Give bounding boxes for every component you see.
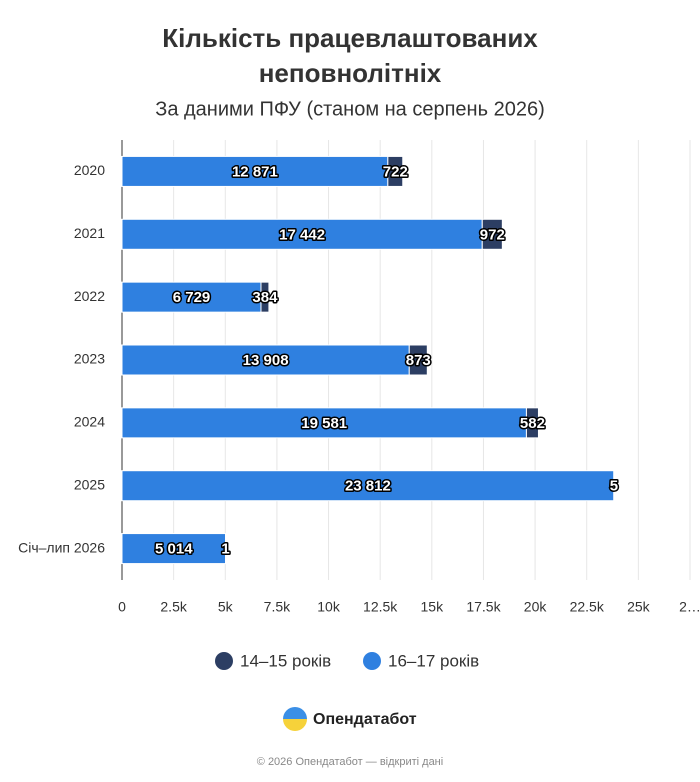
bar-segment — [121, 407, 527, 439]
x-tick-label: 25k — [627, 599, 651, 615]
legend-marker — [215, 652, 233, 670]
y-tick-label: 2025 — [74, 476, 105, 492]
brand-logo — [283, 707, 307, 731]
y-tick-label: 2021 — [74, 225, 105, 241]
data-label: 17 442 — [279, 226, 325, 243]
x-tick-label: 0 — [118, 599, 126, 615]
legend-marker — [363, 652, 381, 670]
legend-label: 14–15 років — [240, 651, 331, 670]
chart-subtitle: За даними ПФУ (станом на серпень 2026) — [155, 98, 544, 120]
x-tick-label: 5k — [218, 599, 234, 615]
data-label: 19 581 — [301, 415, 347, 432]
y-tick-label: 2024 — [74, 414, 105, 430]
x-tick-label: 2… — [679, 599, 700, 615]
data-label: 582 — [520, 415, 545, 432]
chart-title: Кількість працевлаштованих — [162, 23, 538, 53]
bar-segment — [481, 218, 503, 250]
bar-segment — [387, 155, 404, 187]
bar-segment — [121, 533, 227, 565]
x-tick-label: 10k — [317, 599, 341, 615]
data-label: 5 014 — [155, 541, 193, 558]
x-tick-label: 12.5k — [363, 599, 398, 615]
bar-segment — [121, 470, 615, 502]
bar-segment — [121, 344, 410, 376]
x-tick-label: 20k — [524, 599, 548, 615]
data-label: 5 — [610, 478, 618, 495]
data-label: 722 — [383, 163, 408, 180]
brand: Опендатабот — [313, 711, 417, 728]
data-label: 12 871 — [232, 163, 278, 180]
data-label: 972 — [480, 226, 505, 243]
bar-segment — [121, 218, 483, 250]
data-label: 23 812 — [345, 478, 391, 495]
bar-segment — [121, 281, 262, 313]
x-tick-label: 7.5k — [264, 599, 291, 615]
legend-label: 16–17 років — [388, 651, 479, 670]
footer: © 2026 Опендатабот — відкриті дані — [257, 756, 443, 768]
x-tick-label: 17.5k — [466, 599, 501, 615]
y-tick-label: 2020 — [74, 162, 105, 178]
bar-segment — [260, 281, 270, 313]
data-label: 13 908 — [243, 352, 289, 369]
x-tick-label: 22.5k — [570, 599, 605, 615]
y-tick-label: Січ–лип 2026 — [18, 539, 105, 555]
data-label: 6 729 — [173, 289, 211, 306]
bar-segment — [525, 407, 539, 439]
y-tick-label: 2022 — [74, 288, 105, 304]
data-label: 384 — [252, 289, 278, 306]
y-tick-label: 2023 — [74, 351, 105, 367]
x-tick-label: 15k — [421, 599, 445, 615]
data-label: 873 — [406, 352, 431, 369]
x-tick-label: 2.5k — [160, 599, 187, 615]
chart-title: неповнолітніх — [259, 58, 442, 88]
data-label: 1 — [221, 541, 229, 558]
bar-segment — [408, 344, 428, 376]
